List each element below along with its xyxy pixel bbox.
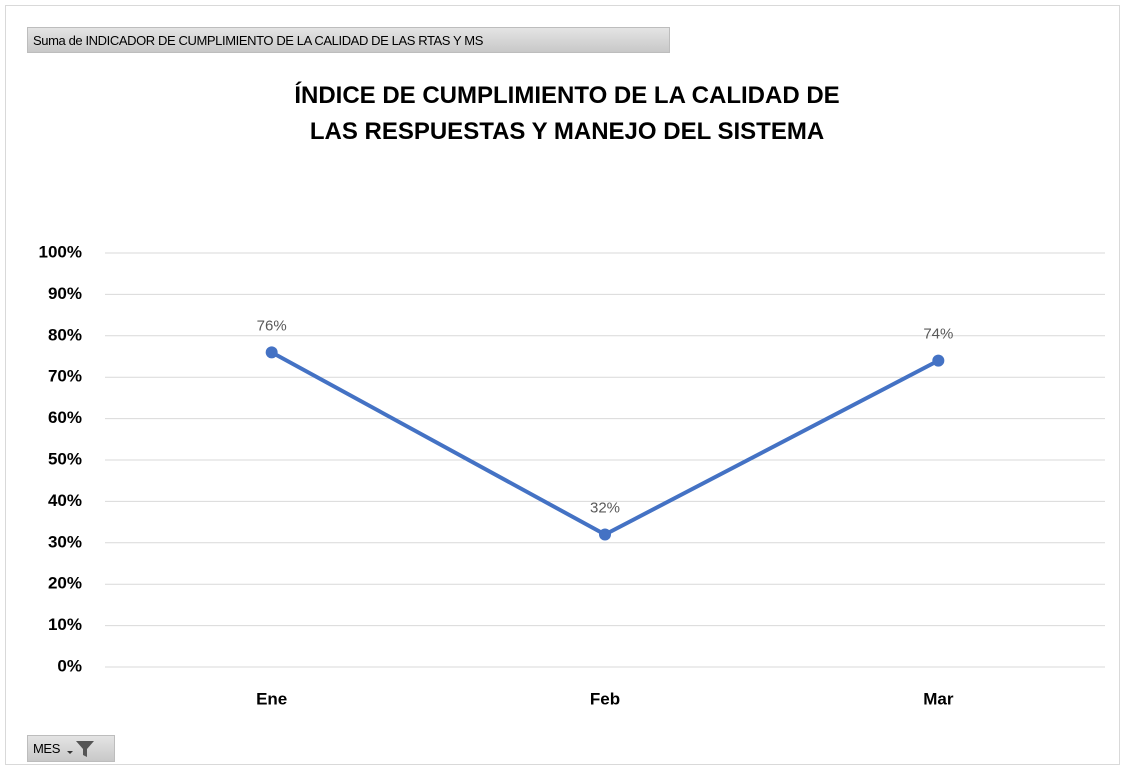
- y-tick-label: 70%: [48, 367, 82, 386]
- x-tick-label: Feb: [590, 689, 620, 708]
- y-tick-label: 10%: [48, 615, 82, 634]
- filter-icon: [66, 740, 94, 757]
- y-tick-label: 20%: [48, 574, 82, 593]
- y-tick-label: 40%: [48, 491, 82, 510]
- axis-field-label: MES: [33, 741, 60, 756]
- value-field-button[interactable]: Suma de INDICADOR DE CUMPLIMIENTO DE LA …: [27, 27, 670, 53]
- data-label: 74%: [923, 326, 953, 343]
- point-marker: [932, 354, 945, 367]
- chart-title: ÍNDICE DE CUMPLIMIENTO DE LA CALIDAD DE …: [294, 82, 840, 145]
- data-label: 32%: [590, 499, 620, 516]
- point-marker: [265, 346, 278, 359]
- y-tick-label: 0%: [57, 656, 82, 675]
- y-tick-label: 50%: [48, 449, 82, 468]
- axis-field-button[interactable]: MES: [27, 735, 115, 762]
- y-tick-label: 60%: [48, 408, 82, 427]
- x-tick-label: Mar: [923, 689, 954, 708]
- data-label: 76%: [257, 317, 287, 334]
- chart-frame: [5, 5, 1120, 765]
- y-tick-label: 30%: [48, 532, 82, 551]
- y-tick-label: 100%: [39, 242, 82, 261]
- y-tick-label: 80%: [48, 325, 82, 344]
- x-tick-label: Ene: [256, 689, 287, 708]
- point-marker: [599, 528, 611, 541]
- y-tick-label: 90%: [48, 284, 82, 303]
